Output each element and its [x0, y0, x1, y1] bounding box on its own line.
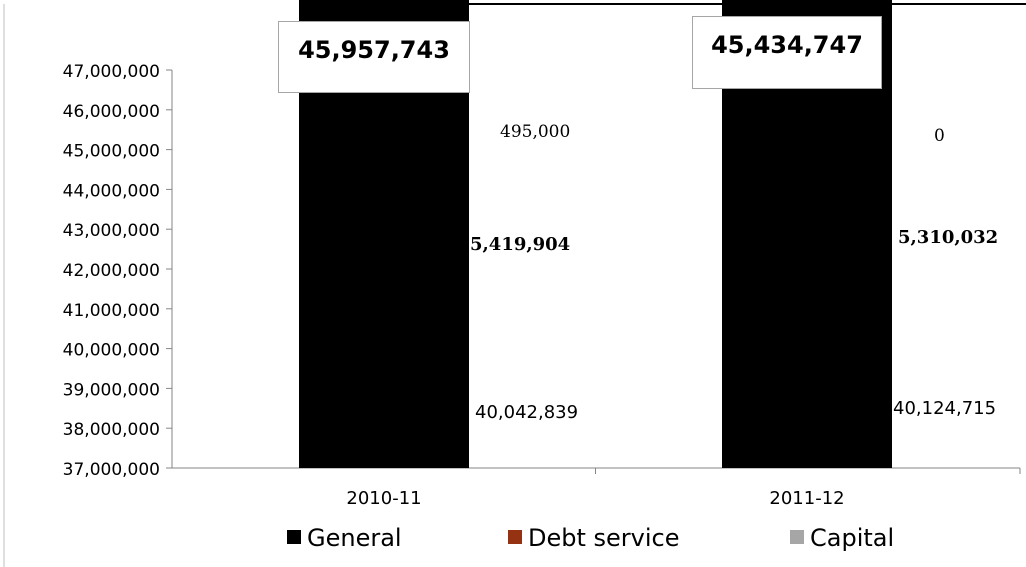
total-box-2011-12: 45,434,747	[692, 16, 882, 89]
data-label-debt-service-2010-11: 5,419,904	[470, 234, 570, 255]
data-label-capital-2010-11: 495,000	[500, 122, 570, 142]
data-label-capital-2011-12: 0	[934, 126, 945, 146]
x-tick-label: 2010-11	[346, 488, 421, 509]
legend-item-general: General	[287, 522, 402, 554]
data-label-debt-service-2011-12: 5,310,032	[898, 227, 998, 248]
y-tick-label: 38,000,000	[63, 420, 160, 440]
total-box-2010-11: 45,957,743	[278, 21, 470, 93]
x-tick-label: 2011-12	[769, 488, 844, 509]
y-tick-label: 41,000,000	[63, 301, 160, 321]
y-tick-label: 46,000,000	[63, 102, 160, 122]
y-tick-label: 42,000,000	[63, 261, 160, 281]
legend: General Debt service Capital	[0, 522, 1026, 554]
y-tick-label: 47,000,000	[63, 62, 160, 82]
data-label-general-2010-11: 40,042,839	[475, 402, 578, 423]
y-tick-label: 44,000,000	[63, 181, 160, 201]
legend-item-capital: Capital	[790, 522, 894, 554]
legend-swatch	[287, 530, 301, 544]
y-tick-label: 39,000,000	[63, 380, 160, 400]
legend-label: General	[307, 524, 402, 552]
total-value: 45,957,743	[298, 36, 450, 64]
y-tick-label: 43,000,000	[63, 221, 160, 241]
data-label-general-2011-12: 40,124,715	[893, 398, 996, 419]
y-tick-label: 40,000,000	[63, 341, 160, 361]
legend-swatch	[790, 530, 804, 544]
legend-label: Debt service	[528, 524, 680, 552]
y-tick-label: 45,000,000	[63, 142, 160, 162]
legend-swatch	[508, 530, 522, 544]
legend-item-debt-service: Debt service	[508, 522, 680, 554]
y-tick-label: 37,000,000	[63, 460, 160, 480]
legend-label: Capital	[810, 524, 895, 552]
total-value: 45,434,747	[711, 31, 863, 59]
